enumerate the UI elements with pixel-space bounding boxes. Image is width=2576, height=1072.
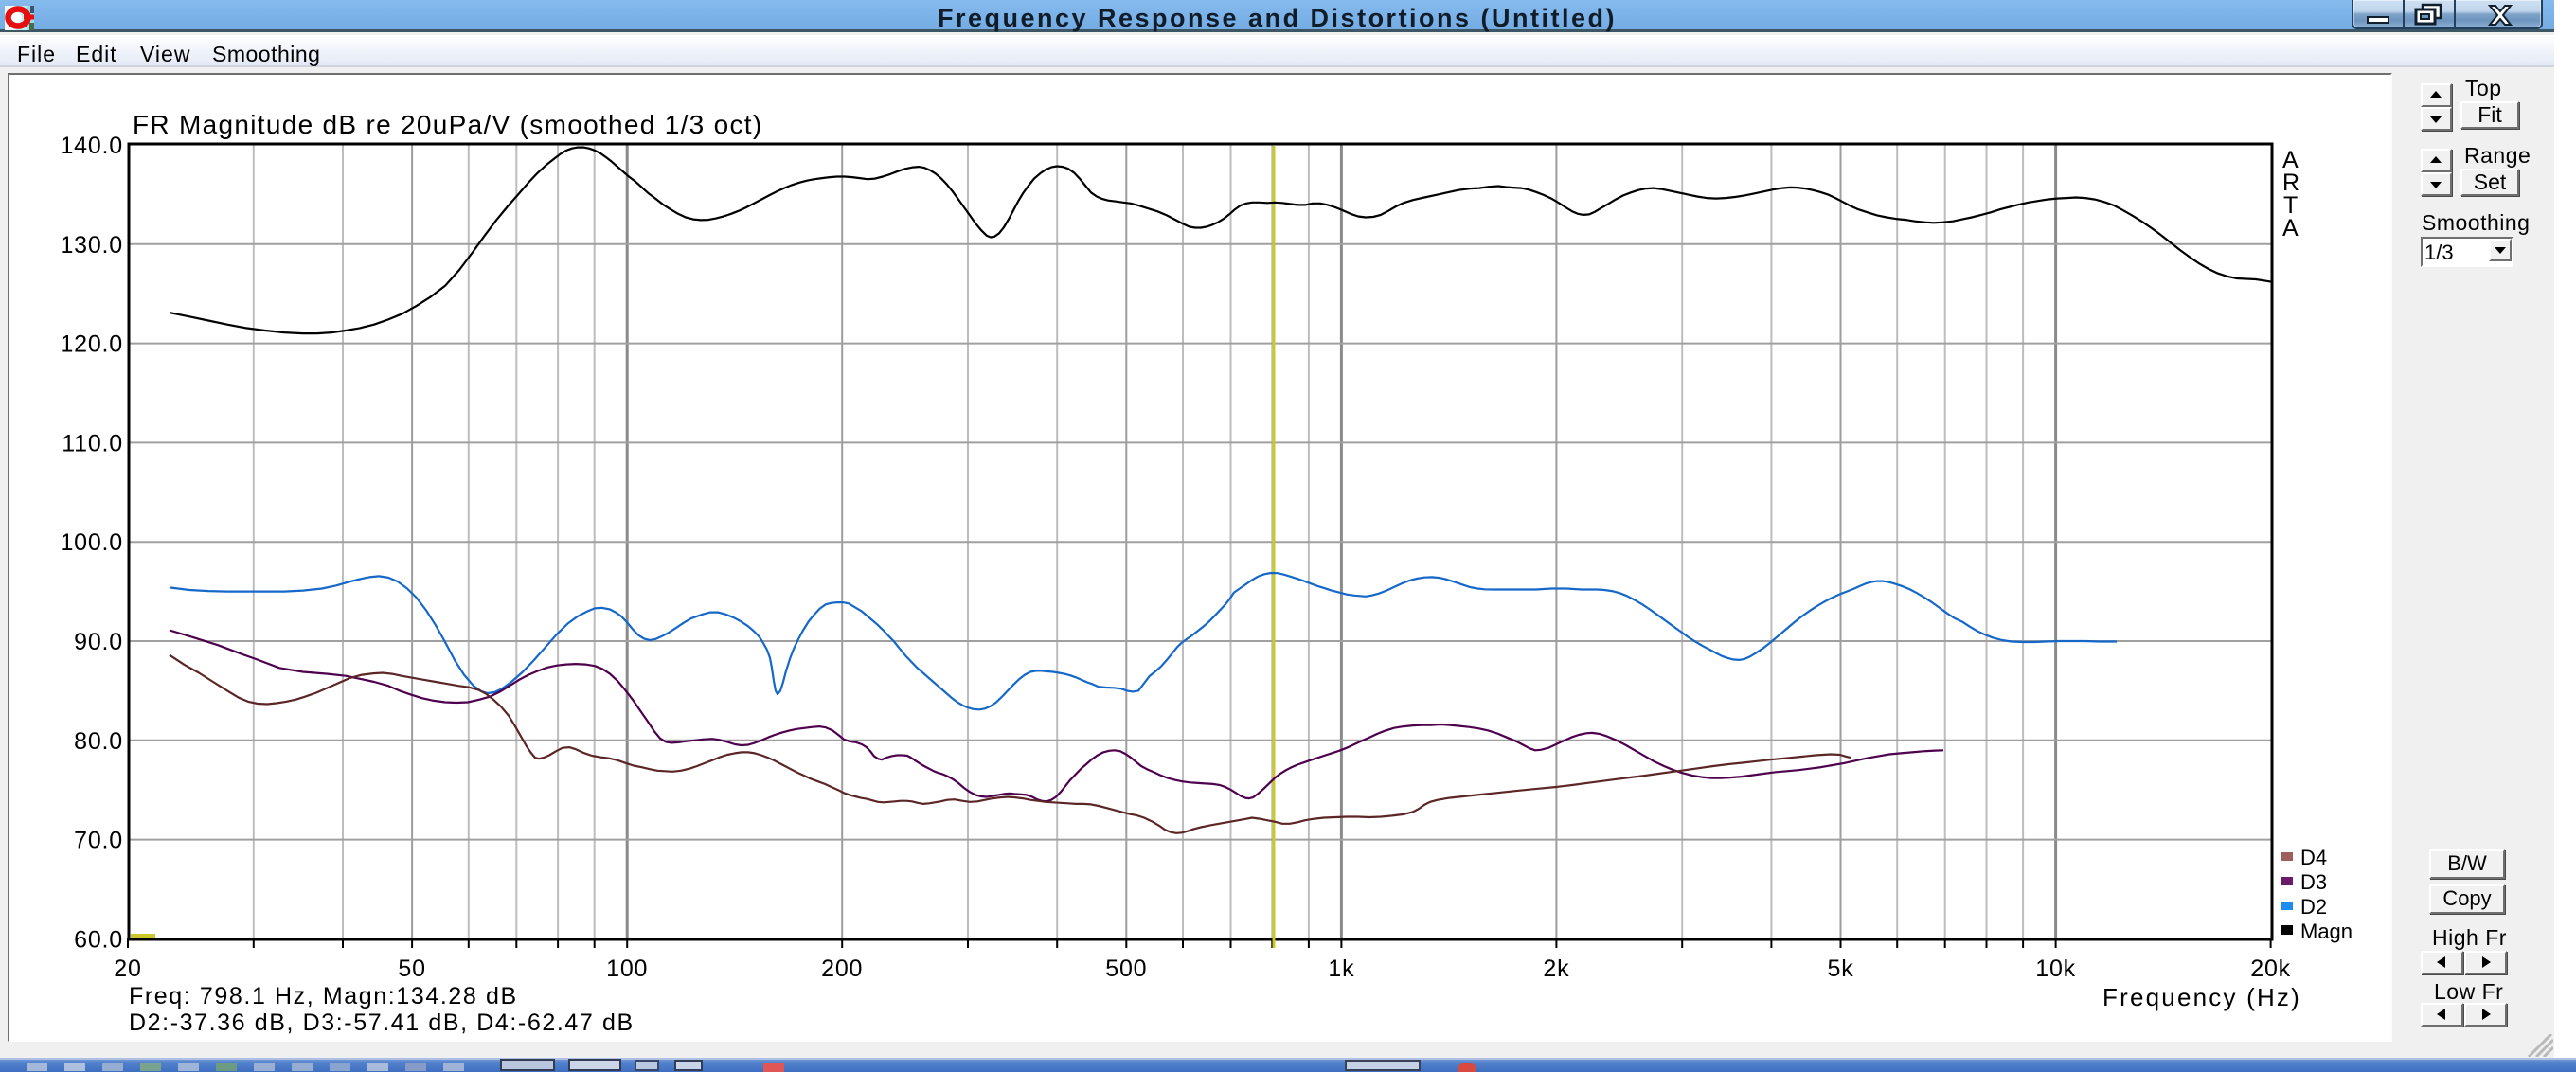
- svg-text:Frequency (Hz): Frequency (Hz): [2102, 983, 2301, 1011]
- svg-text:110.0: 110.0: [62, 430, 123, 456]
- svg-text:5k: 5k: [1827, 956, 1853, 982]
- svg-text:100: 100: [606, 956, 648, 982]
- svg-text:10k: 10k: [2035, 956, 2076, 982]
- svg-text:80.0: 80.0: [74, 728, 123, 755]
- svg-text:60.0: 60.0: [74, 926, 123, 953]
- svg-text:A: A: [2282, 147, 2299, 173]
- svg-text:R: R: [2282, 170, 2299, 196]
- svg-text:500: 500: [1105, 956, 1147, 982]
- svg-text:FR Magnitude dB re 20uPa/V (sm: FR Magnitude dB re 20uPa/V (smoothed 1/3…: [133, 110, 763, 139]
- svg-text:120.0: 120.0: [60, 331, 123, 358]
- svg-text:20k: 20k: [2250, 956, 2291, 982]
- svg-text:D3: D3: [2300, 870, 2327, 894]
- svg-text:2k: 2k: [1543, 956, 1569, 982]
- svg-text:70.0: 70.0: [74, 828, 123, 854]
- svg-text:Magn: Magn: [2300, 920, 2352, 943]
- svg-text:Freq: 798.1 Hz, Magn:134.28 dB: Freq: 798.1 Hz, Magn:134.28 dB: [129, 983, 518, 1009]
- svg-text:90.0: 90.0: [74, 629, 123, 655]
- svg-text:20: 20: [114, 956, 141, 982]
- svg-text:T: T: [2283, 192, 2298, 219]
- svg-text:200: 200: [821, 956, 863, 982]
- svg-text:140.0: 140.0: [60, 133, 123, 159]
- svg-text:50: 50: [398, 956, 425, 982]
- svg-text:A: A: [2282, 215, 2299, 241]
- svg-text:D4: D4: [2300, 846, 2327, 869]
- svg-text:D2: D2: [2300, 895, 2327, 919]
- svg-text:100.0: 100.0: [60, 529, 123, 556]
- svg-text:1k: 1k: [1328, 956, 1354, 982]
- svg-text:130.0: 130.0: [60, 232, 123, 259]
- svg-text:D2:-37.36 dB, D3:-57.41 dB, D4: D2:-37.36 dB, D3:-57.41 dB, D4:-62.47 dB: [129, 1009, 635, 1036]
